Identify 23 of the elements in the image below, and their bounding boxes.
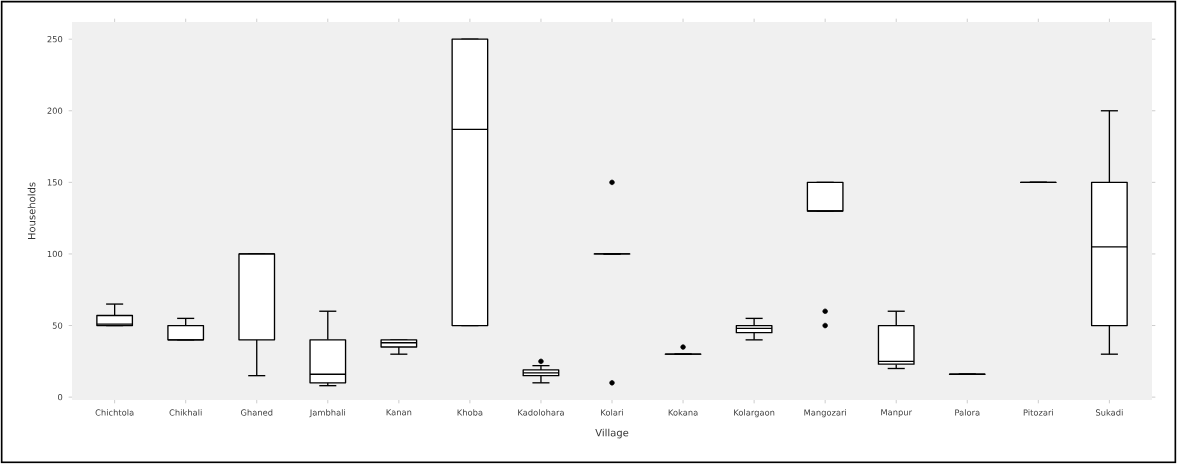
x-tick-label: Ghaned <box>240 409 273 416</box>
x-tick-label: Mangozari <box>804 409 846 418</box>
x-tick-label: Manpur <box>881 409 913 418</box>
y-tick-label: 0 <box>58 393 63 401</box>
x-tick-label: Sukadi <box>1095 409 1123 416</box>
x-tick-label: Kanan <box>386 409 412 416</box>
x-tick-label: Palora <box>955 409 980 416</box>
y-tick-label: 100 <box>47 250 63 258</box>
y-axis-title: Households <box>27 182 36 240</box>
x-tick-label: Pitozari <box>1023 409 1053 416</box>
y-tick-label: 200 <box>47 107 63 114</box>
y-tick-label: 50 <box>52 322 63 329</box>
y-tick-label: 150 <box>47 179 63 186</box>
x-tick-label: Kolari <box>601 409 623 416</box>
x-tick-label: Kolargaon <box>734 409 775 418</box>
x-tick-label: Kadolohara <box>518 409 564 416</box>
x-tick-label: Chikhali <box>169 409 202 416</box>
x-tick-label: Jambhali <box>309 409 346 418</box>
x-tick-label: Kokana <box>668 409 698 416</box>
x-tick-label: Khoba <box>457 409 483 416</box>
x-axis-title: Village <box>595 428 629 439</box>
y-tick-label: 250 <box>47 36 63 43</box>
x-tick-label: Chichtola <box>95 409 134 416</box>
